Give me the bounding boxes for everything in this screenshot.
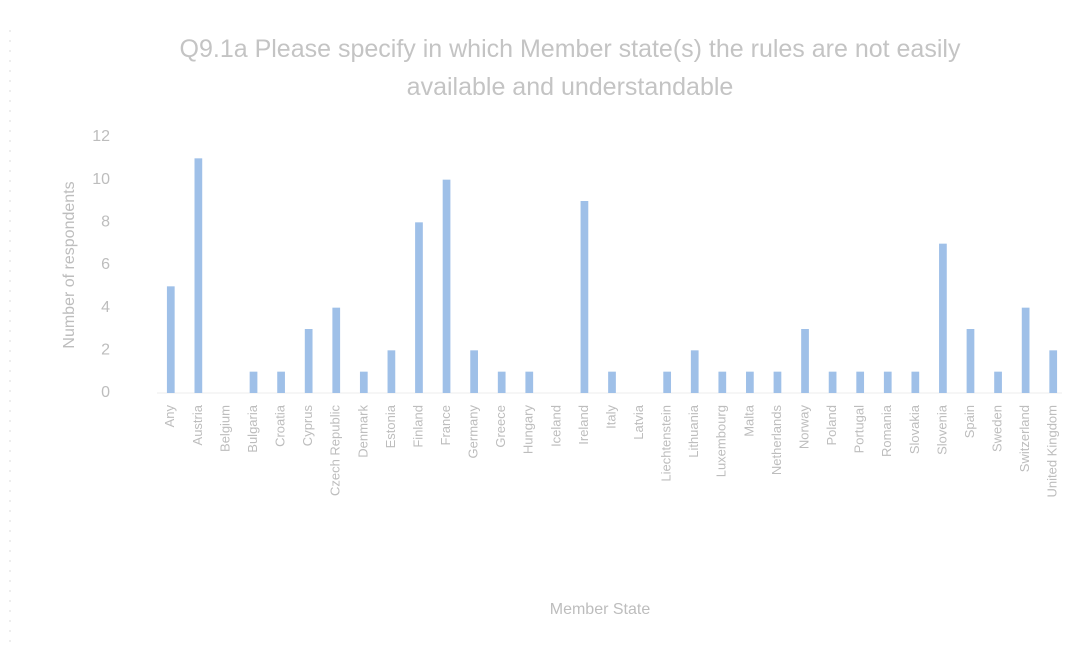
x-tick-label: Denmark bbox=[355, 405, 370, 458]
x-tick-label: Latvia bbox=[631, 404, 646, 439]
bar bbox=[1049, 350, 1058, 393]
x-tick-label: Sweden bbox=[989, 405, 1004, 452]
bar bbox=[442, 179, 451, 393]
x-tick-label: Poland bbox=[824, 405, 839, 445]
x-tick-label: United Kingdom bbox=[1045, 405, 1060, 498]
x-tick-label: Cyprus bbox=[300, 405, 315, 447]
chart-title: Q9.1a Please specify in which Member sta… bbox=[179, 35, 961, 101]
x-tick-label: Slovakia bbox=[907, 404, 922, 454]
bar bbox=[277, 371, 285, 393]
bar bbox=[883, 371, 892, 393]
bar bbox=[663, 371, 672, 393]
x-tick-label: Luxembourg bbox=[714, 405, 729, 477]
bar bbox=[911, 371, 920, 393]
y-tick-label: 2 bbox=[101, 342, 110, 359]
x-tick-label: Croatia bbox=[273, 404, 288, 447]
y-tick-label: 10 bbox=[92, 171, 110, 188]
x-tick-label: Liechtenstein bbox=[659, 405, 674, 482]
x-tick-label: Belgium bbox=[217, 405, 232, 452]
bar bbox=[690, 350, 699, 393]
x-tick-label: Czech Republic bbox=[328, 405, 343, 497]
x-tick-label: Italy bbox=[603, 405, 618, 429]
x-tick-label: Finland bbox=[410, 405, 425, 448]
bar bbox=[718, 371, 727, 393]
x-tick-label: Norway bbox=[796, 405, 811, 450]
bar bbox=[828, 371, 837, 393]
bar bbox=[966, 329, 975, 393]
bar bbox=[746, 371, 754, 393]
x-tick-label: Portugal bbox=[852, 405, 867, 454]
bar bbox=[580, 201, 589, 393]
x-tick-label: Netherlands bbox=[769, 405, 784, 476]
bar bbox=[304, 329, 313, 393]
x-tick-label: Germany bbox=[466, 405, 481, 459]
bar bbox=[332, 307, 341, 393]
x-tick-label: Iceland bbox=[548, 405, 563, 447]
bar bbox=[497, 371, 506, 393]
bar bbox=[359, 371, 368, 393]
x-tick-label: Lithuania bbox=[686, 404, 701, 458]
bar bbox=[166, 286, 175, 393]
x-tick-label: Austria bbox=[190, 404, 205, 445]
bar bbox=[608, 371, 616, 393]
bar bbox=[801, 329, 809, 393]
x-tick-label: France bbox=[438, 405, 453, 445]
x-tick-label: Slovenia bbox=[934, 404, 949, 455]
x-axis-label: Member State bbox=[550, 601, 651, 618]
bar bbox=[194, 158, 203, 393]
y-tick-label: 6 bbox=[101, 256, 110, 273]
bar bbox=[994, 371, 1002, 393]
x-tick-label: Greece bbox=[493, 405, 508, 448]
x-tick-label: Ireland bbox=[576, 405, 591, 445]
x-tick-label: Bulgaria bbox=[245, 404, 260, 452]
bar bbox=[470, 350, 478, 393]
bar bbox=[249, 371, 258, 393]
bar bbox=[525, 371, 534, 393]
bar bbox=[1021, 307, 1030, 393]
x-tick-label: Switzerland bbox=[1017, 405, 1032, 472]
y-tick-label: 0 bbox=[101, 384, 110, 401]
x-tick-label: Any bbox=[162, 405, 177, 428]
bar bbox=[939, 243, 947, 393]
bar bbox=[773, 371, 782, 393]
y-tick-label: 4 bbox=[101, 299, 110, 316]
x-tick-label: Malta bbox=[741, 404, 756, 437]
y-tick-label: 8 bbox=[101, 214, 110, 231]
x-tick-label: Romania bbox=[879, 404, 894, 457]
y-axis-label: Number of respondents bbox=[61, 181, 78, 348]
y-tick-label: 12 bbox=[92, 128, 110, 145]
x-tick-label: Estonia bbox=[383, 404, 398, 448]
bar bbox=[387, 350, 396, 393]
x-tick-label: Hungary bbox=[521, 405, 536, 455]
bar bbox=[856, 371, 865, 393]
bar bbox=[415, 222, 423, 393]
x-tick-label: Spain bbox=[962, 405, 977, 438]
